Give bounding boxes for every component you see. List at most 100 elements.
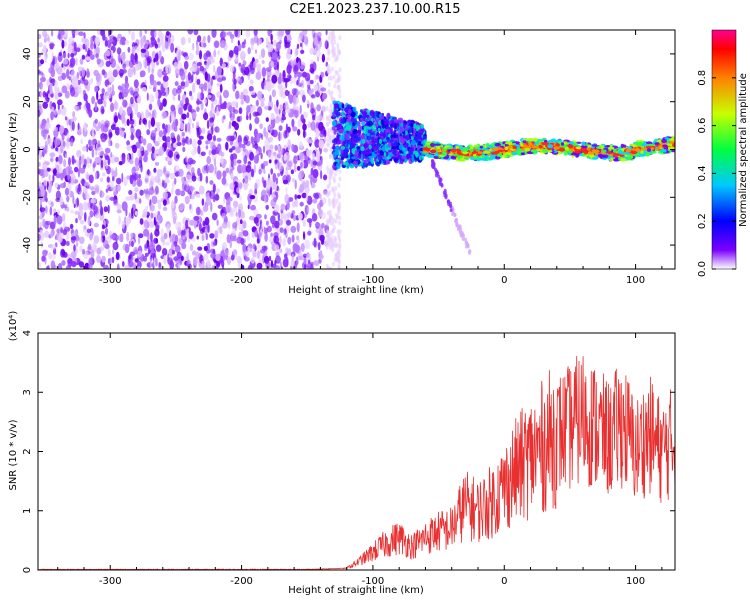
heatmap-cell [304,72,311,82]
heatmap-cell [199,65,204,72]
heatmap-cell [302,123,307,131]
heatmap-cell [201,127,206,134]
heatmap-cell [79,104,82,110]
heatmap-cell [79,58,84,65]
heatmap-cell [79,167,86,174]
heatmap-cell [245,114,249,121]
heatmap-cell [169,172,176,180]
heatmap-cell [157,98,161,107]
heatmap-cell [296,43,300,49]
heatmap-cell [175,188,181,196]
heatmap-cell [130,232,134,239]
heatmap-cell [245,165,252,173]
heatmap-cell [298,256,305,261]
heatmap-cell [222,115,226,120]
heatmap-cell [313,36,318,46]
heatmap-cell [313,237,317,248]
heatmap-cell [88,264,93,269]
heatmap-cell [66,132,70,141]
heatmap-cell [142,208,148,218]
heatmap-cell [277,159,280,170]
heatmap-cell [96,71,99,78]
heatmap-cell [112,249,115,255]
heatmap-cell [173,256,179,261]
heatmap-cell [261,176,264,184]
heatmap-cell [103,206,108,213]
heatmap-cell [112,176,115,182]
heatmap-cell [239,257,242,265]
heatmap-cell [49,180,53,189]
heatmap-cell [231,101,237,107]
heatmap-cell [261,222,264,230]
heatmap-cell [188,231,194,240]
heatmap-cell [320,87,327,92]
heatmap-cell [270,60,274,68]
heatmap-cell [60,227,63,234]
heatmap-cell [43,170,49,177]
heatmap-cell [77,122,80,131]
heatmap-cell [144,150,148,156]
heatmap-cell [86,49,93,56]
heatmap-cell [337,182,341,188]
heatmap-cell [47,264,50,269]
heatmap-cell [53,126,59,131]
heatmap-cell [151,110,155,119]
heatmap-cell [400,138,406,144]
heatmap-cell [285,186,288,195]
heatmap-cell [255,150,259,155]
heatmap-cell [104,120,110,128]
heatmap-cell [65,166,69,175]
heatmap-cell [151,195,158,205]
heatmap-cell [216,170,222,180]
heatmap-cell [333,39,337,45]
heatmap-cell [278,125,283,131]
heatmap-cell [280,266,283,269]
heatmap-cell [39,184,45,192]
heatmap-cell [228,220,231,230]
heatmap-cell [341,103,345,109]
heatmap-cell [285,256,289,267]
heatmap-cell [416,133,421,138]
heatmap-cell [317,56,320,62]
heatmap-cell [75,218,78,224]
heatmap-cell [63,158,67,168]
heatmap-cell [49,152,56,158]
heatmap-cell [396,122,400,128]
heatmap-cell [39,71,44,76]
heatmap-cell [167,140,171,149]
heatmap-cell [256,262,263,269]
heatmap-cell [242,230,249,237]
heatmap-cell [282,237,287,247]
heatmap-cell [187,37,191,44]
heatmap-cell [190,74,194,83]
heatmap-cell [256,63,262,72]
heatmap-cell [302,219,307,227]
heatmap-cell [309,79,314,85]
heatmap-cell [276,31,279,37]
heatmap-cell [261,60,265,64]
heatmap-cell [298,89,305,96]
heatmap-cell [128,254,132,260]
heatmap-cell [142,39,149,50]
heatmap-cell [398,119,404,124]
heatmap-cell [162,79,169,89]
heatmap-cell [116,47,122,55]
heatmap-cell [137,149,142,158]
heatmap-cell [270,112,275,120]
heatmap-cell [205,195,212,206]
heatmap-cell [134,192,138,200]
heatmap-cell [242,145,246,154]
heatmap-cell [118,161,124,166]
heatmap-cell [202,205,209,212]
heatmap-cell [50,93,54,98]
heatmap-cell [164,138,168,149]
heatmap-cell [105,60,111,67]
heatmap-cell [392,150,397,154]
heatmap-cell [216,77,223,83]
heatmap-cell [267,125,271,131]
heatmap-cell [448,201,452,206]
heatmap-cell [78,261,85,268]
heatmap-cell [295,256,299,266]
heatmap-cell [101,69,106,76]
heatmap-cell [161,91,167,97]
